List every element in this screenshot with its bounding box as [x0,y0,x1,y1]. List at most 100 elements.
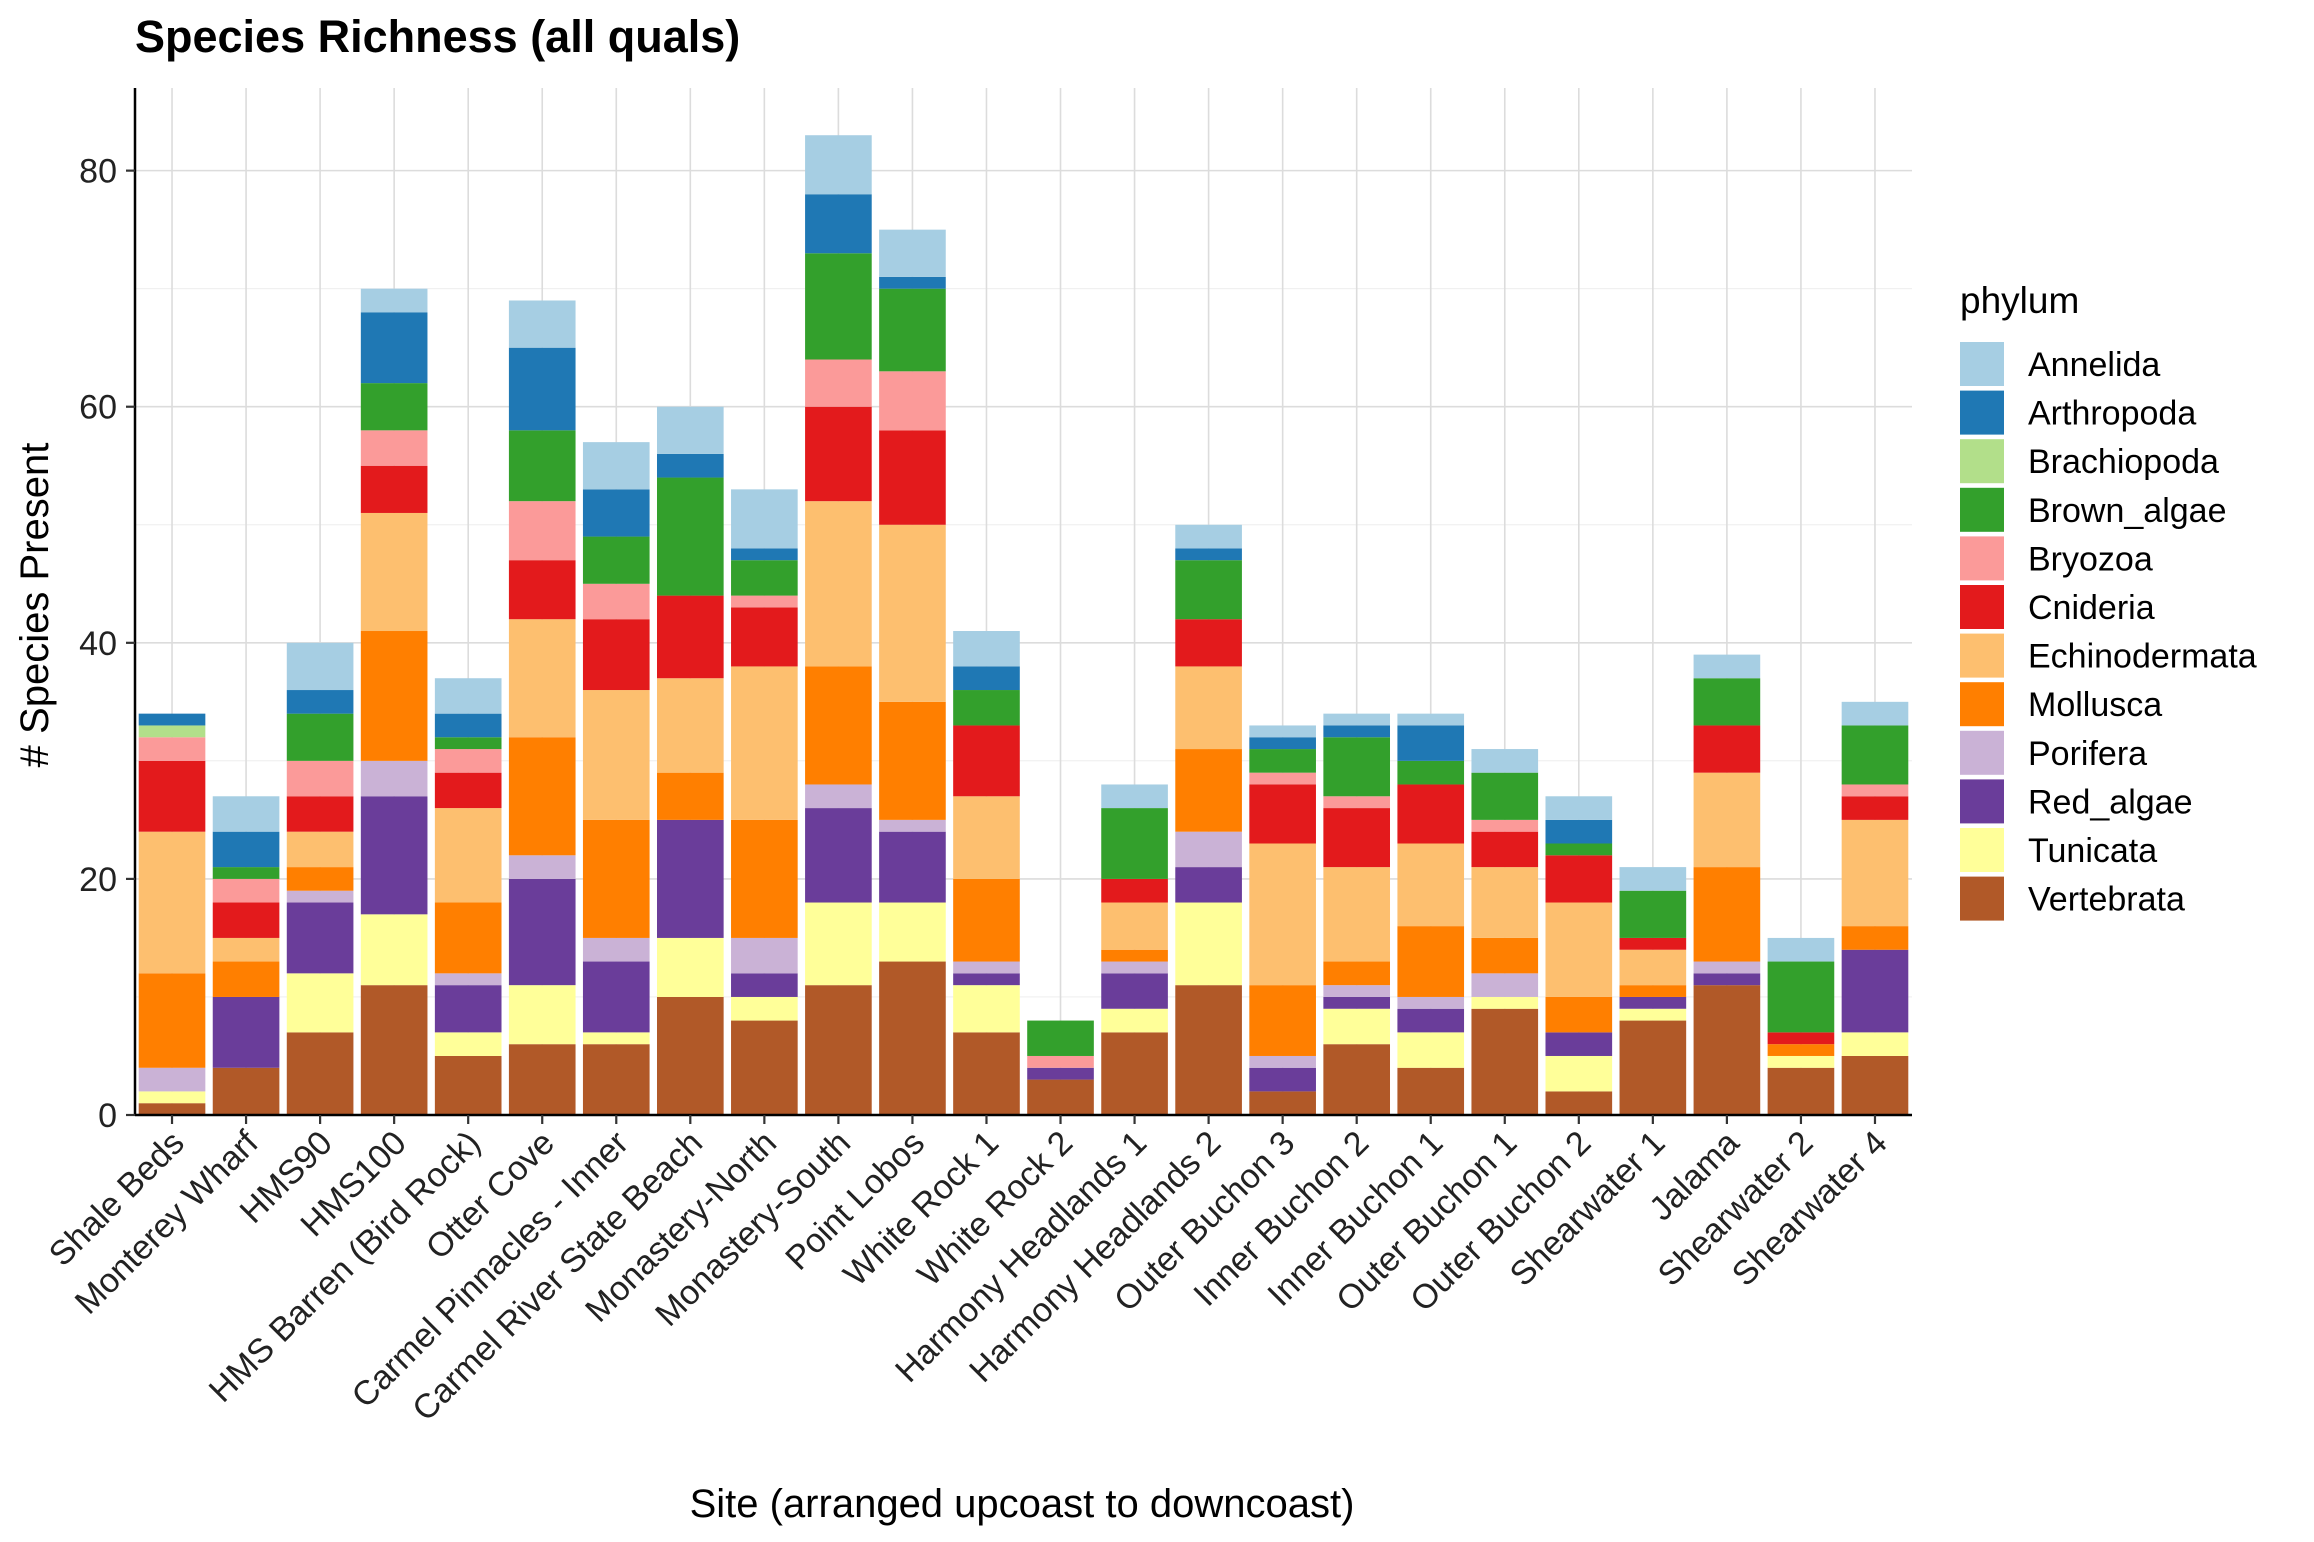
bar-segment-mollusca: Monterey Wharf — Mollusca: 3 [212,961,280,997]
bar-segment-annelida: Inner Buchon 2 — Annelida: 1 [1323,713,1391,726]
bar-segment-cnideria: Point Lobos — Cnideria: 8 [879,430,946,525]
bar-segment-mollusca: Monastery-North — Mollusca: 10 [731,819,798,938]
bar-segment-annelida: Harmony Headlands 2 — Annelida: 2 [1175,524,1242,549]
bar-segment-brown-algae: Shearwater 2 — Brown_algae: 6 [1767,961,1835,1033]
legend-key [1960,536,2004,581]
bar-segment-red-algae: Carmel Pinnacles - Inner — Red_algae: 6 [582,961,650,1033]
bar-segment-brown-algae: Shearwater 1 — Brown_algae: 4 [1619,890,1687,938]
bar-segment-mollusca: Monastery-South — Mollusca: 10 [805,666,872,785]
bar-segment-echinodermata: White Rock 1 — Echinodermata: 7 [953,796,1020,879]
bar-segment-porifera: Outer Buchon 3 — Porifera: 1 [1249,1055,1316,1068]
bar-segment-bryozoa: Shearwater 4 — Bryozoa: 1 [1841,784,1909,797]
bar-segment-red-algae: Inner Buchon 2 — Red_algae: 1 [1323,996,1391,1009]
bar-segment-mollusca: HMS Barren (Bird Rock) — Mollusca: 6 [434,902,502,974]
y-tick-label: 60 [79,389,117,427]
bar-segment-echinodermata: Monastery-North — Echinodermata: 13 [731,666,798,820]
bar-segment-annelida: White Rock 1 — Annelida: 3 [953,631,1020,667]
bar-segment-arthropoda: Point Lobos — Arthropoda: 1 [879,276,946,289]
bar-segment-brown-algae: Inner Buchon 2 — Brown_algae: 5 [1323,737,1391,797]
bar-segment-mollusca: Outer Buchon 3 — Mollusca: 6 [1249,985,1316,1056]
bar-stack: Harmony Headlands 1 — Vertebrata: 7Harmo… [1101,784,1168,1115]
bar-segment-annelida: Monastery-South — Annelida: 5 [805,135,872,195]
bar-segment-mollusca: HMS100 — Mollusca: 11 [360,631,428,761]
bar-segment-annelida: Shearwater 4 — Annelida: 2 [1841,701,1909,726]
bar-segment-brown-algae: Outer Buchon 3 — Brown_algae: 2 [1249,749,1316,773]
bar-segment-porifera: Inner Buchon 1 — Porifera: 1 [1397,996,1465,1009]
bar-segment-tunicata: HMS Barren (Bird Rock) — Tunicata: 2 [434,1032,502,1056]
y-tick-label: 0 [98,1097,117,1135]
legend-label: Porifera [2028,735,2147,773]
bar-segment-bryozoa: Inner Buchon 2 — Bryozoa: 1 [1323,796,1391,809]
bar-stack: Shearwater 2 — Vertebrata: 4Shearwater 2… [1767,937,1835,1115]
bar-segment-tunicata: Harmony Headlands 1 — Tunicata: 2 [1101,1008,1168,1033]
bar-segment-bryozoa: HMS Barren (Bird Rock) — Bryozoa: 2 [434,749,502,773]
legend-item-vertebrata: Vertebrata [1960,876,2185,921]
y-tick-label: 20 [79,861,117,899]
bar-segment-red-algae: Harmony Headlands 1 — Red_algae: 3 [1101,973,1168,1009]
bar-stack: Harmony Headlands 2 — Vertebrata: 11 Harm… [1175,524,1242,1115]
bar-segment-mollusca: Point Lobos — Mollusca: 10 [879,701,946,820]
bar-segment-arthropoda: HMS Barren (Bird Rock) — Arthropoda: 2 [434,713,502,738]
bar-segment-tunicata: Inner Buchon 2 — Tunicata: 3 [1323,1008,1391,1045]
bar-segment-tunicata: HMS100 — Tunicata: 6 [360,914,428,986]
y-tick-label: 80 [79,153,117,191]
legend-label: Cnideria [2028,589,2155,627]
legend-key [1960,439,2004,484]
bar-stack: Monastery-South — Vertebrata: 11Monaster… [805,135,872,1115]
bar-segment-mollusca: Shearwater 4 — Mollusca: 2 [1841,926,1909,950]
bar-segment-echinodermata: Shale Beds — Echinodermata: 12 [138,831,206,974]
legend-key [1960,342,2004,386]
bar-stack: HMS Barren (Bird Rock) — Vertebrata: 5HM… [434,678,502,1115]
bar-segment-echinodermata: Shearwater 4 — Echinodermata: 9 [1841,819,1909,927]
bar-segment-red-algae: HMS90 — Red_algae: 6 [286,902,354,974]
bar-segment-mollusca: Outer Buchon 1 — Mollusca: 3 [1471,937,1539,974]
bar-segment-arthropoda: Shale Beds — Arthropoda: 1 [138,713,206,726]
bar-segment-echinodermata: Shearwater 1 — Echinodermata: 3 [1619,949,1687,986]
legend-item-mollusca: Mollusca [1960,682,2162,727]
bar-stack: Shale Beds — Vertebrata: 1Shale Beds — T… [138,713,206,1115]
bar-segment-arthropoda: Inner Buchon 1 — Arthropoda: 3 [1397,725,1465,761]
bar-segment-porifera: Harmony Headlands 1 — Porifera: 1 [1101,961,1168,974]
bar-segment-annelida: HMS Barren (Bird Rock) — Annelida: 3 [434,678,502,714]
bar-segment-porifera: Otter Cove — Porifera: 2 [508,855,576,879]
y-axis-title: # Species Present [13,443,57,768]
bar-segment-tunicata: Monastery-North — Tunicata: 2 [731,996,798,1021]
bar-segment-bryozoa: Otter Cove — Bryozoa: 5 [508,501,576,561]
bar-segment-cnideria: Outer Buchon 3 — Cnideria: 5 [1249,784,1316,844]
bar-segment-cnideria: Otter Cove — Cnideria: 5 [508,560,576,620]
bar-segment-tunicata: Shearwater 2 — Tunicata: 1 [1767,1055,1835,1068]
bar-segment-tunicata: Monastery-South — Tunicata: 7 [805,902,872,986]
bar-segment-vertebrata: Harmony Headlands 2 — Vertebrata: 11 [1175,985,1242,1115]
bar-segment-cnideria: White Rock 1 — Cnideria: 6 [953,725,1020,797]
bar-segment-red-algae: Otter Cove — Red_algae: 9 [508,878,576,986]
bar-segment-porifera: Shale Beds — Porifera: 2 [138,1067,206,1092]
bar-segment-red-algae: Shearwater 1 — Red_algae: 1 [1619,996,1687,1009]
bar-segment-vertebrata: Shearwater 4 — Vertebrata: 5 [1841,1055,1909,1115]
legend-label: Brown_algae [2028,492,2226,530]
bar-segment-mollusca: Carmel Pinnacles - Inner — Mollusca: 10 [582,819,650,938]
bar-segment-vertebrata: Outer Buchon 1 — Vertebrata: 9 [1471,1008,1539,1115]
bar-segment-brown-algae: Harmony Headlands 1 — Brown_algae: 6 [1101,808,1168,879]
bar-segment-brown-algae: Monastery-North — Brown_algae: 3 [731,560,798,596]
bar-segment-vertebrata: Monastery-South — Vertebrata: 11 [805,985,872,1115]
bar-segment-annelida: Shearwater 1 — Annelida: 2 [1619,867,1687,891]
legend-label: Red_algae [2028,783,2192,821]
bar-segment-porifera: HMS100 — Porifera: 3 [360,760,428,797]
bar-stack: Monastery-North — Vertebrata: 8Monastery… [731,489,798,1115]
legend-item-porifera: Porifera [1960,730,2147,775]
bar-segment-arthropoda: HMS100 — Arthropoda: 6 [360,312,428,384]
legend-item-tunicata: Tunicata [1960,828,2157,872]
bar-segment-porifera: Inner Buchon 2 — Porifera: 1 [1323,985,1391,997]
bar-segment-brown-algae: White Rock 2 — Brown_algae: 3 [1027,1020,1094,1056]
bar-segment-cnideria: Shearwater 2 — Cnideria: 1 [1767,1032,1835,1045]
bar-segment-mollusca: Jalama — Mollusca: 8 [1693,867,1761,962]
bar-segment-echinodermata: HMS Barren (Bird Rock) — Echinodermata: … [434,808,502,903]
bar-segment-brown-algae: Carmel Pinnacles - Inner — Brown_algae: … [582,536,650,584]
bar-segment-bryozoa: Monastery-South — Bryozoa: 4 [805,359,872,407]
legend-key [1960,633,2004,678]
legend-label: Mollusca [2028,686,2162,724]
bar-segment-tunicata: Outer Buchon 1 — Tunicata: 1 [1471,996,1539,1009]
bar-segment-vertebrata: Otter Cove — Vertebrata: 6 [508,1044,576,1115]
bar-segment-arthropoda: Harmony Headlands 2 — Arthropoda: 1 [1175,548,1242,561]
